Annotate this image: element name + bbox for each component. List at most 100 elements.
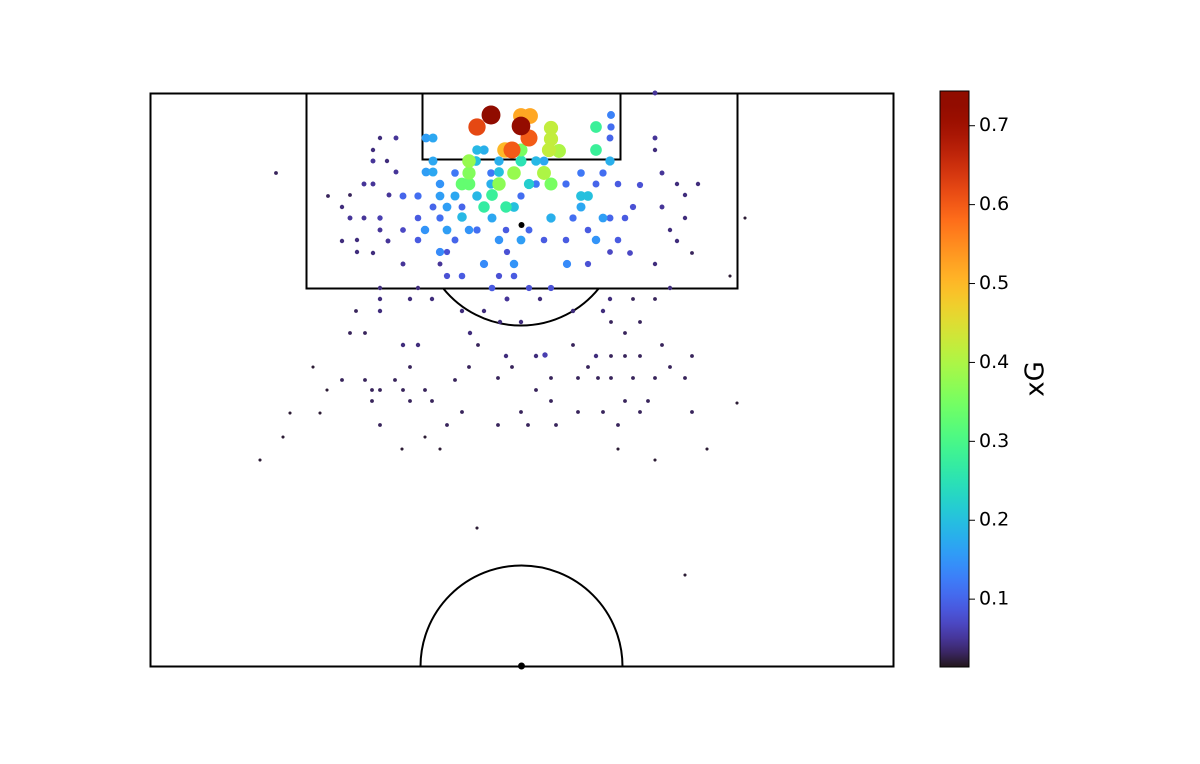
shot [487, 169, 495, 177]
shot [503, 141, 521, 159]
shot [258, 458, 262, 462]
shot [652, 135, 658, 141]
shot [534, 388, 538, 392]
shot [462, 154, 476, 168]
shot [674, 181, 680, 187]
shot [653, 458, 657, 462]
shot [325, 388, 329, 392]
shot [653, 297, 657, 301]
shot [347, 215, 353, 221]
shot [607, 123, 615, 131]
shot [377, 215, 383, 221]
shot [414, 192, 422, 200]
shot [423, 435, 427, 439]
shot [576, 376, 580, 380]
colorbar-tick-label: 0.3 [979, 430, 1009, 452]
shot [361, 215, 367, 221]
shot [377, 285, 383, 291]
shot [443, 248, 451, 256]
shot [544, 177, 558, 191]
shot [690, 410, 694, 414]
colorbar-tick-label: 0.1 [979, 588, 1009, 610]
shot [377, 135, 383, 141]
shot [475, 526, 479, 530]
shot [743, 216, 747, 220]
shot [487, 213, 497, 223]
shot [385, 238, 391, 244]
shot [532, 180, 540, 188]
shot [683, 376, 687, 380]
shot [616, 423, 620, 427]
shot [399, 192, 407, 200]
shot [599, 169, 607, 177]
shot [370, 181, 376, 187]
shot [428, 156, 438, 166]
centre-circle [419, 564, 624, 667]
shot [562, 259, 572, 269]
shot [370, 158, 376, 164]
penalty-spot [518, 222, 525, 228]
shot [549, 399, 553, 403]
shot [429, 203, 437, 211]
shot [590, 121, 602, 133]
shot [467, 330, 473, 336]
shot [481, 105, 501, 125]
shot [541, 142, 557, 158]
shot [584, 226, 592, 234]
shot [429, 296, 435, 302]
shot [674, 238, 680, 244]
shot [659, 170, 665, 176]
shot [577, 169, 585, 177]
shot [682, 192, 688, 198]
shot [354, 249, 360, 255]
shot [340, 378, 344, 382]
shot [435, 247, 445, 257]
shot [497, 319, 503, 325]
colorbar-tick-label: 0.7 [979, 114, 1009, 136]
shot [584, 260, 592, 268]
shot [690, 251, 694, 255]
shot [511, 116, 531, 136]
shot [339, 238, 345, 244]
shot [571, 343, 575, 347]
colorbar-tick-label: 0.2 [979, 509, 1009, 531]
shot [526, 423, 530, 427]
shot [400, 342, 406, 348]
shot [377, 227, 383, 233]
shot [517, 192, 525, 200]
shot [621, 214, 629, 222]
shot [510, 272, 518, 280]
colorbar-tick-label: 0.5 [979, 272, 1009, 294]
shot [606, 214, 614, 222]
shot [682, 215, 688, 221]
shot [479, 145, 489, 155]
centre-spot [518, 662, 525, 670]
shot [537, 166, 551, 180]
shot [393, 378, 397, 382]
shot [569, 214, 577, 222]
shot [576, 191, 586, 201]
shot [695, 181, 701, 187]
shot [326, 194, 330, 198]
shot [472, 191, 482, 201]
shot [590, 144, 602, 156]
shot [384, 158, 390, 164]
shot [436, 214, 444, 222]
shot [363, 378, 367, 382]
shot [606, 134, 614, 142]
shot [377, 296, 383, 302]
shot [468, 118, 486, 136]
shot [451, 169, 459, 177]
shot [533, 353, 539, 359]
shot [627, 250, 633, 256]
shot [408, 399, 412, 403]
shot [583, 191, 593, 201]
shot [609, 320, 613, 324]
shot [631, 376, 635, 380]
shot [504, 296, 510, 302]
shot [735, 401, 739, 405]
shot [667, 227, 673, 233]
shot [523, 178, 535, 190]
shot [400, 261, 406, 267]
